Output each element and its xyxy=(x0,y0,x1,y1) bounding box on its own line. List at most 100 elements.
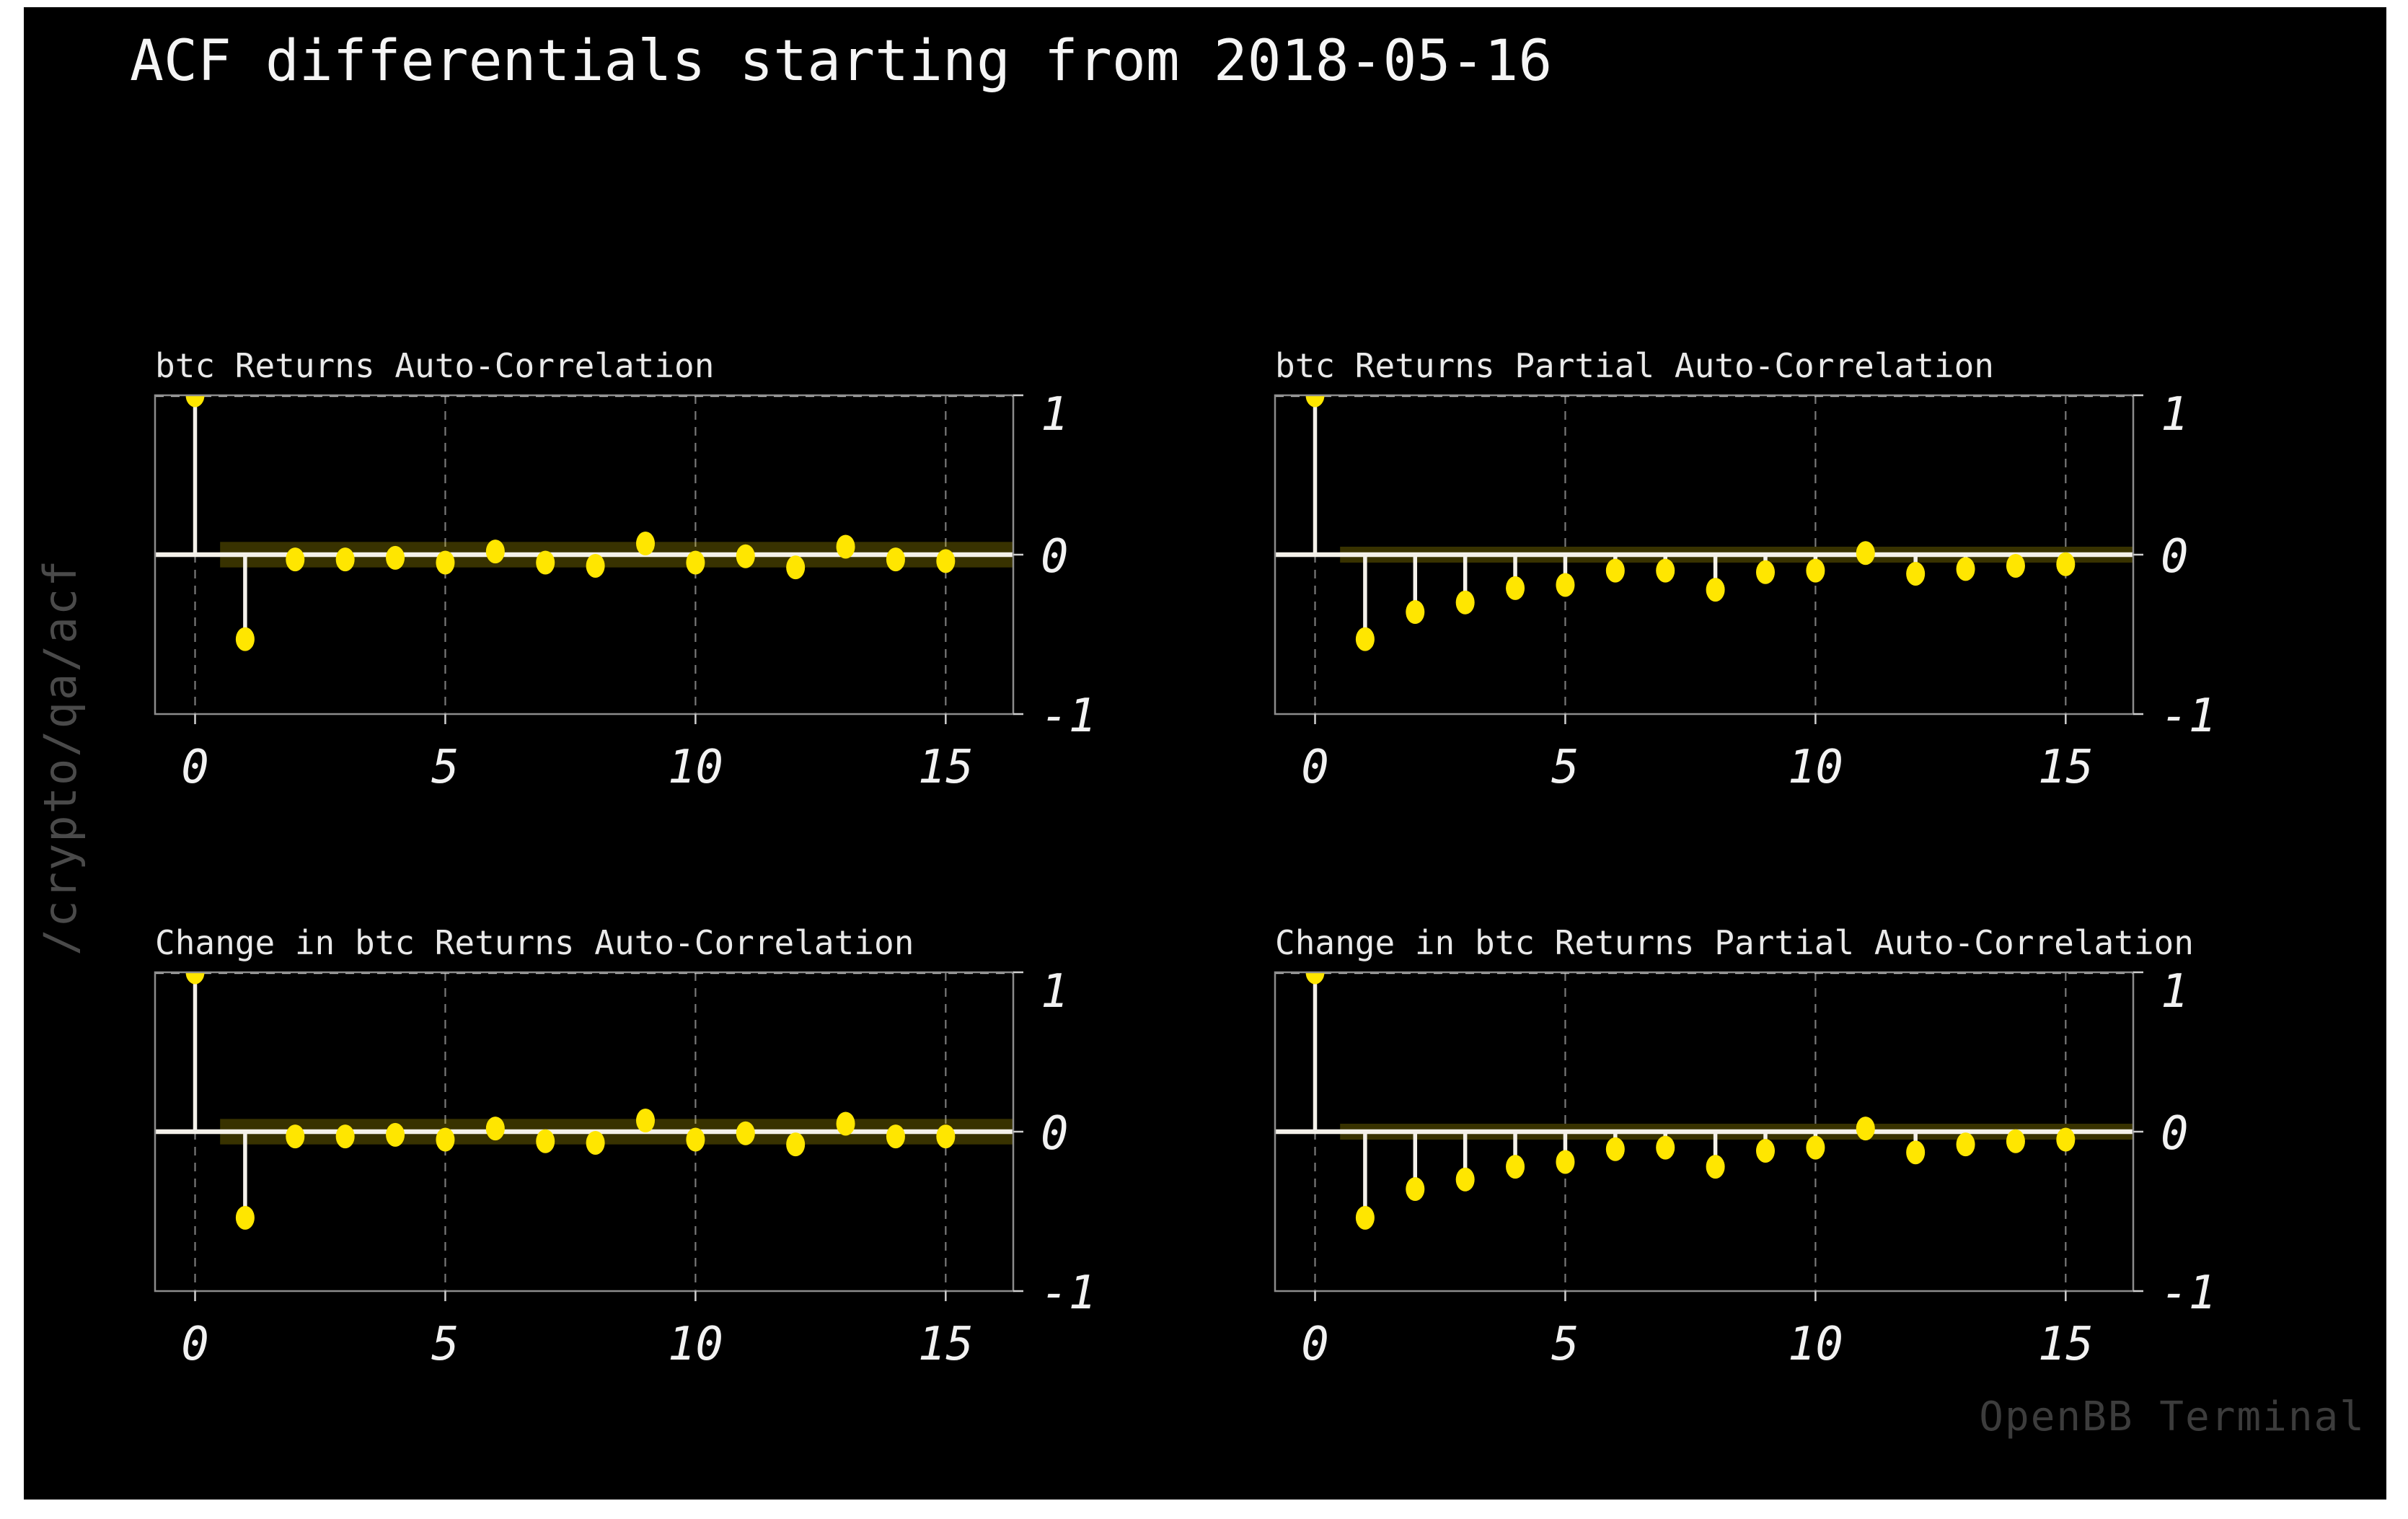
data-point-lag12 xyxy=(1906,562,1926,586)
data-point-lag2 xyxy=(1406,600,1425,625)
x-tick-label-5: 5 xyxy=(431,1318,459,1371)
x-tick-label-10: 10 xyxy=(1788,1318,1843,1371)
x-tick-label-5: 5 xyxy=(1551,741,1579,794)
y-tick-label-1: 1 xyxy=(1041,392,1069,441)
data-point-lag6 xyxy=(485,1117,505,1141)
data-point-lag2 xyxy=(286,547,305,572)
data-point-lag13 xyxy=(1956,1132,1975,1157)
x-tick-label-10: 10 xyxy=(1788,741,1843,794)
subplot-title-pacf: btc Returns Partial Auto-Correlation xyxy=(1275,346,1994,385)
data-point-lag14 xyxy=(886,547,905,572)
data-point-lag15 xyxy=(936,549,956,573)
data-point-lag14 xyxy=(2006,553,2025,578)
data-point-lag15 xyxy=(2056,552,2076,576)
data-point-lag11 xyxy=(736,1121,755,1145)
y-tick-label-0: 0 xyxy=(1041,1107,1069,1161)
data-point-lag12 xyxy=(1906,1140,1926,1165)
data-point-lag5 xyxy=(436,550,455,575)
data-point-lag0 xyxy=(185,395,205,408)
figure-canvas: ACF differentials starting from 2018-05-… xyxy=(24,7,2386,1500)
x-tick-label-0: 0 xyxy=(1301,1318,1329,1371)
data-point-lag0 xyxy=(185,972,205,985)
x-tick-label-0: 0 xyxy=(181,1318,209,1371)
subplot-title-change-pacf: Change in btc Returns Partial Auto-Corre… xyxy=(1275,923,2194,962)
data-point-lag4 xyxy=(1506,576,1525,600)
data-point-lag13 xyxy=(1956,557,1975,581)
y-tick-label--1: -1 xyxy=(2161,1267,2216,1320)
data-point-lag9 xyxy=(636,532,655,556)
data-point-lag13 xyxy=(836,1111,855,1136)
data-point-lag6 xyxy=(1605,558,1625,583)
x-tick-label-10: 10 xyxy=(668,1318,723,1371)
x-tick-label-5: 5 xyxy=(431,741,459,794)
y-tick-label--1: -1 xyxy=(1041,690,1096,743)
data-point-lag0 xyxy=(1305,395,1325,408)
data-point-lag8 xyxy=(1706,578,1725,602)
data-point-lag8 xyxy=(586,1130,605,1155)
data-point-lag1 xyxy=(235,627,255,651)
data-point-lag7 xyxy=(536,550,555,575)
data-point-lag4 xyxy=(386,1122,405,1147)
menu-path-watermark: /crypto/qa/acf xyxy=(34,558,87,956)
data-point-lag7 xyxy=(1656,1135,1675,1160)
y-tick-label-0: 0 xyxy=(2161,530,2189,584)
data-point-lag9 xyxy=(636,1109,655,1133)
data-point-lag8 xyxy=(586,553,605,578)
data-point-lag12 xyxy=(786,1132,806,1157)
y-tick-label--1: -1 xyxy=(1041,1267,1096,1320)
y-tick-label-0: 0 xyxy=(2161,1107,2189,1161)
y-tick-label-0: 0 xyxy=(1041,530,1069,584)
data-point-lag14 xyxy=(886,1124,905,1149)
data-point-lag15 xyxy=(2056,1127,2076,1152)
x-tick-label-15: 15 xyxy=(918,741,974,794)
data-point-lag1 xyxy=(1355,1205,1375,1230)
x-tick-label-15: 15 xyxy=(2038,1318,2094,1371)
data-point-lag3 xyxy=(1455,1167,1475,1192)
x-tick-label-15: 15 xyxy=(2038,741,2094,794)
y-tick-label-1: 1 xyxy=(1041,969,1069,1018)
data-point-lag14 xyxy=(2006,1129,2025,1153)
data-point-lag13 xyxy=(836,534,855,559)
data-point-lag3 xyxy=(335,1124,355,1149)
x-tick-label-10: 10 xyxy=(668,741,723,794)
data-point-lag6 xyxy=(485,540,505,564)
x-tick-label-15: 15 xyxy=(918,1318,974,1371)
data-point-lag2 xyxy=(1406,1177,1425,1202)
x-tick-label-5: 5 xyxy=(1551,1318,1579,1371)
data-point-lag10 xyxy=(686,550,705,575)
data-point-lag9 xyxy=(1756,1139,1775,1163)
data-point-lag11 xyxy=(1856,541,1875,565)
data-point-lag5 xyxy=(1556,573,1575,597)
subplot-title-change-acf: Change in btc Returns Auto-Correlation xyxy=(155,923,914,962)
data-point-lag3 xyxy=(1455,590,1475,615)
data-point-lag7 xyxy=(536,1129,555,1153)
data-point-lag4 xyxy=(386,545,405,570)
data-point-lag11 xyxy=(736,544,755,568)
y-tick-label-1: 1 xyxy=(2161,392,2189,441)
data-point-lag4 xyxy=(1506,1155,1525,1179)
data-point-lag10 xyxy=(1806,1135,1825,1160)
subplot-title-acf: btc Returns Auto-Correlation xyxy=(155,346,715,385)
data-point-lag1 xyxy=(235,1205,255,1230)
data-point-lag2 xyxy=(286,1124,305,1149)
data-point-lag6 xyxy=(1605,1137,1625,1161)
y-tick-label-1: 1 xyxy=(2161,969,2189,1018)
data-point-lag15 xyxy=(936,1124,956,1149)
data-point-lag8 xyxy=(1706,1155,1725,1179)
data-point-lag11 xyxy=(1856,1117,1875,1141)
data-point-lag9 xyxy=(1756,560,1775,584)
data-point-lag10 xyxy=(686,1127,705,1152)
data-point-lag12 xyxy=(786,555,806,580)
data-point-lag5 xyxy=(436,1127,455,1152)
data-point-lag3 xyxy=(335,547,355,572)
data-point-lag7 xyxy=(1656,558,1675,583)
figure-title: ACF differentials starting from 2018-05-… xyxy=(130,29,1553,94)
y-tick-label--1: -1 xyxy=(2161,690,2216,743)
data-point-lag10 xyxy=(1806,558,1825,583)
x-tick-label-0: 0 xyxy=(1301,741,1329,794)
